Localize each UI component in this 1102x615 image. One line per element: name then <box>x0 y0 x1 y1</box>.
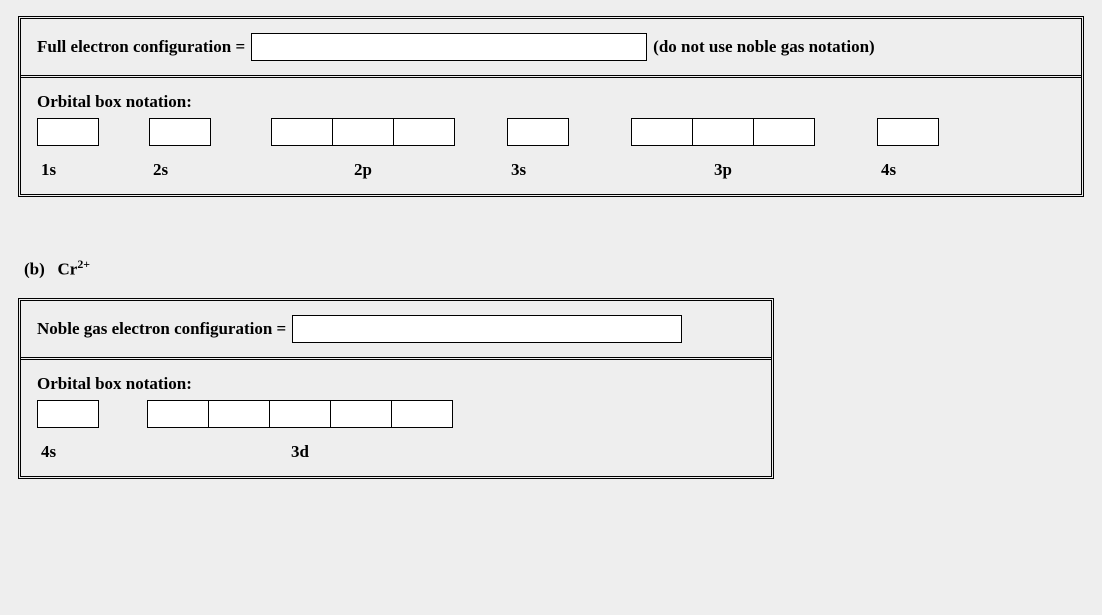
part-b-label: (b) Cr2+ <box>24 257 1084 280</box>
orbital-group-3d: 3d <box>147 400 453 462</box>
orbital-group-4s: 4s <box>877 118 939 180</box>
full-config-input[interactable] <box>251 33 647 61</box>
orbital-box-4s-1[interactable] <box>877 118 939 146</box>
orbital-group-3p: 3p <box>631 118 815 180</box>
orbital-boxes-1s <box>37 118 99 146</box>
orbital-boxes-3d <box>147 400 453 428</box>
orbital-label-4s: 4s <box>877 160 896 180</box>
orbital-label-2s: 2s <box>149 160 168 180</box>
orbital-group-1s: 1s <box>37 118 99 180</box>
orbital-row-b: Orbital box notation: 4s 3d <box>21 360 771 476</box>
orbital-boxes-3p <box>631 118 815 146</box>
noble-gas-label: Noble gas electron configuration = <box>37 319 286 339</box>
orbital-box-3d-2[interactable] <box>208 400 270 428</box>
orbital-label-2p: 2p <box>354 160 372 180</box>
orbital-box-3p-1[interactable] <box>631 118 693 146</box>
orbital-row-a: Orbital box notation: 1s 2s 2p 3s 3p 4s <box>21 78 1081 194</box>
full-config-row: Full electron configuration = (do not us… <box>21 19 1081 78</box>
part-b-marker: (b) <box>24 260 45 279</box>
full-config-label: Full electron configuration = <box>37 37 245 57</box>
orbital-box-3p-2[interactable] <box>692 118 754 146</box>
panel-full-config: Full electron configuration = (do not us… <box>18 16 1084 197</box>
orbital-group-2s: 2s <box>149 118 211 180</box>
orbital-boxes-3s <box>507 118 569 146</box>
orbital-group-3s: 3s <box>507 118 569 180</box>
orbital-line-a: 1s 2s 2p 3s 3p 4s <box>37 118 1065 180</box>
orbital-box-2p-2[interactable] <box>332 118 394 146</box>
orbital-box-2p-1[interactable] <box>271 118 333 146</box>
full-config-hint: (do not use noble gas notation) <box>653 37 875 57</box>
orbital-title-b: Orbital box notation: <box>37 374 755 394</box>
species-base: Cr <box>58 260 78 279</box>
noble-gas-input[interactable] <box>292 315 682 343</box>
orbital-box-3p-3[interactable] <box>753 118 815 146</box>
orbital-box-3d-5[interactable] <box>391 400 453 428</box>
orbital-box-3d-1[interactable] <box>147 400 209 428</box>
orbital-box-3d-4[interactable] <box>330 400 392 428</box>
species-superscript: 2+ <box>77 257 90 271</box>
orbital-box-2p-3[interactable] <box>393 118 455 146</box>
orbital-boxes-4s <box>877 118 939 146</box>
orbital-box-3d-3[interactable] <box>269 400 331 428</box>
orbital-group-2p: 2p <box>271 118 455 180</box>
orbital-box-1s-1[interactable] <box>37 118 99 146</box>
orbital-label-4s: 4s <box>37 442 56 462</box>
orbital-label-3s: 3s <box>507 160 526 180</box>
orbital-box-4s-1[interactable] <box>37 400 99 428</box>
orbital-label-1s: 1s <box>37 160 56 180</box>
orbital-group-4s: 4s <box>37 400 99 462</box>
orbital-boxes-2s <box>149 118 211 146</box>
orbital-box-2s-1[interactable] <box>149 118 211 146</box>
orbital-line-b: 4s 3d <box>37 400 755 462</box>
orbital-label-3d: 3d <box>291 442 309 462</box>
orbital-boxes-4s <box>37 400 99 428</box>
panel-noble-gas: Noble gas electron configuration = Orbit… <box>18 298 774 479</box>
noble-gas-row: Noble gas electron configuration = <box>21 301 771 360</box>
orbital-box-3s-1[interactable] <box>507 118 569 146</box>
orbital-title-a: Orbital box notation: <box>37 92 1065 112</box>
orbital-boxes-2p <box>271 118 455 146</box>
orbital-label-3p: 3p <box>714 160 732 180</box>
